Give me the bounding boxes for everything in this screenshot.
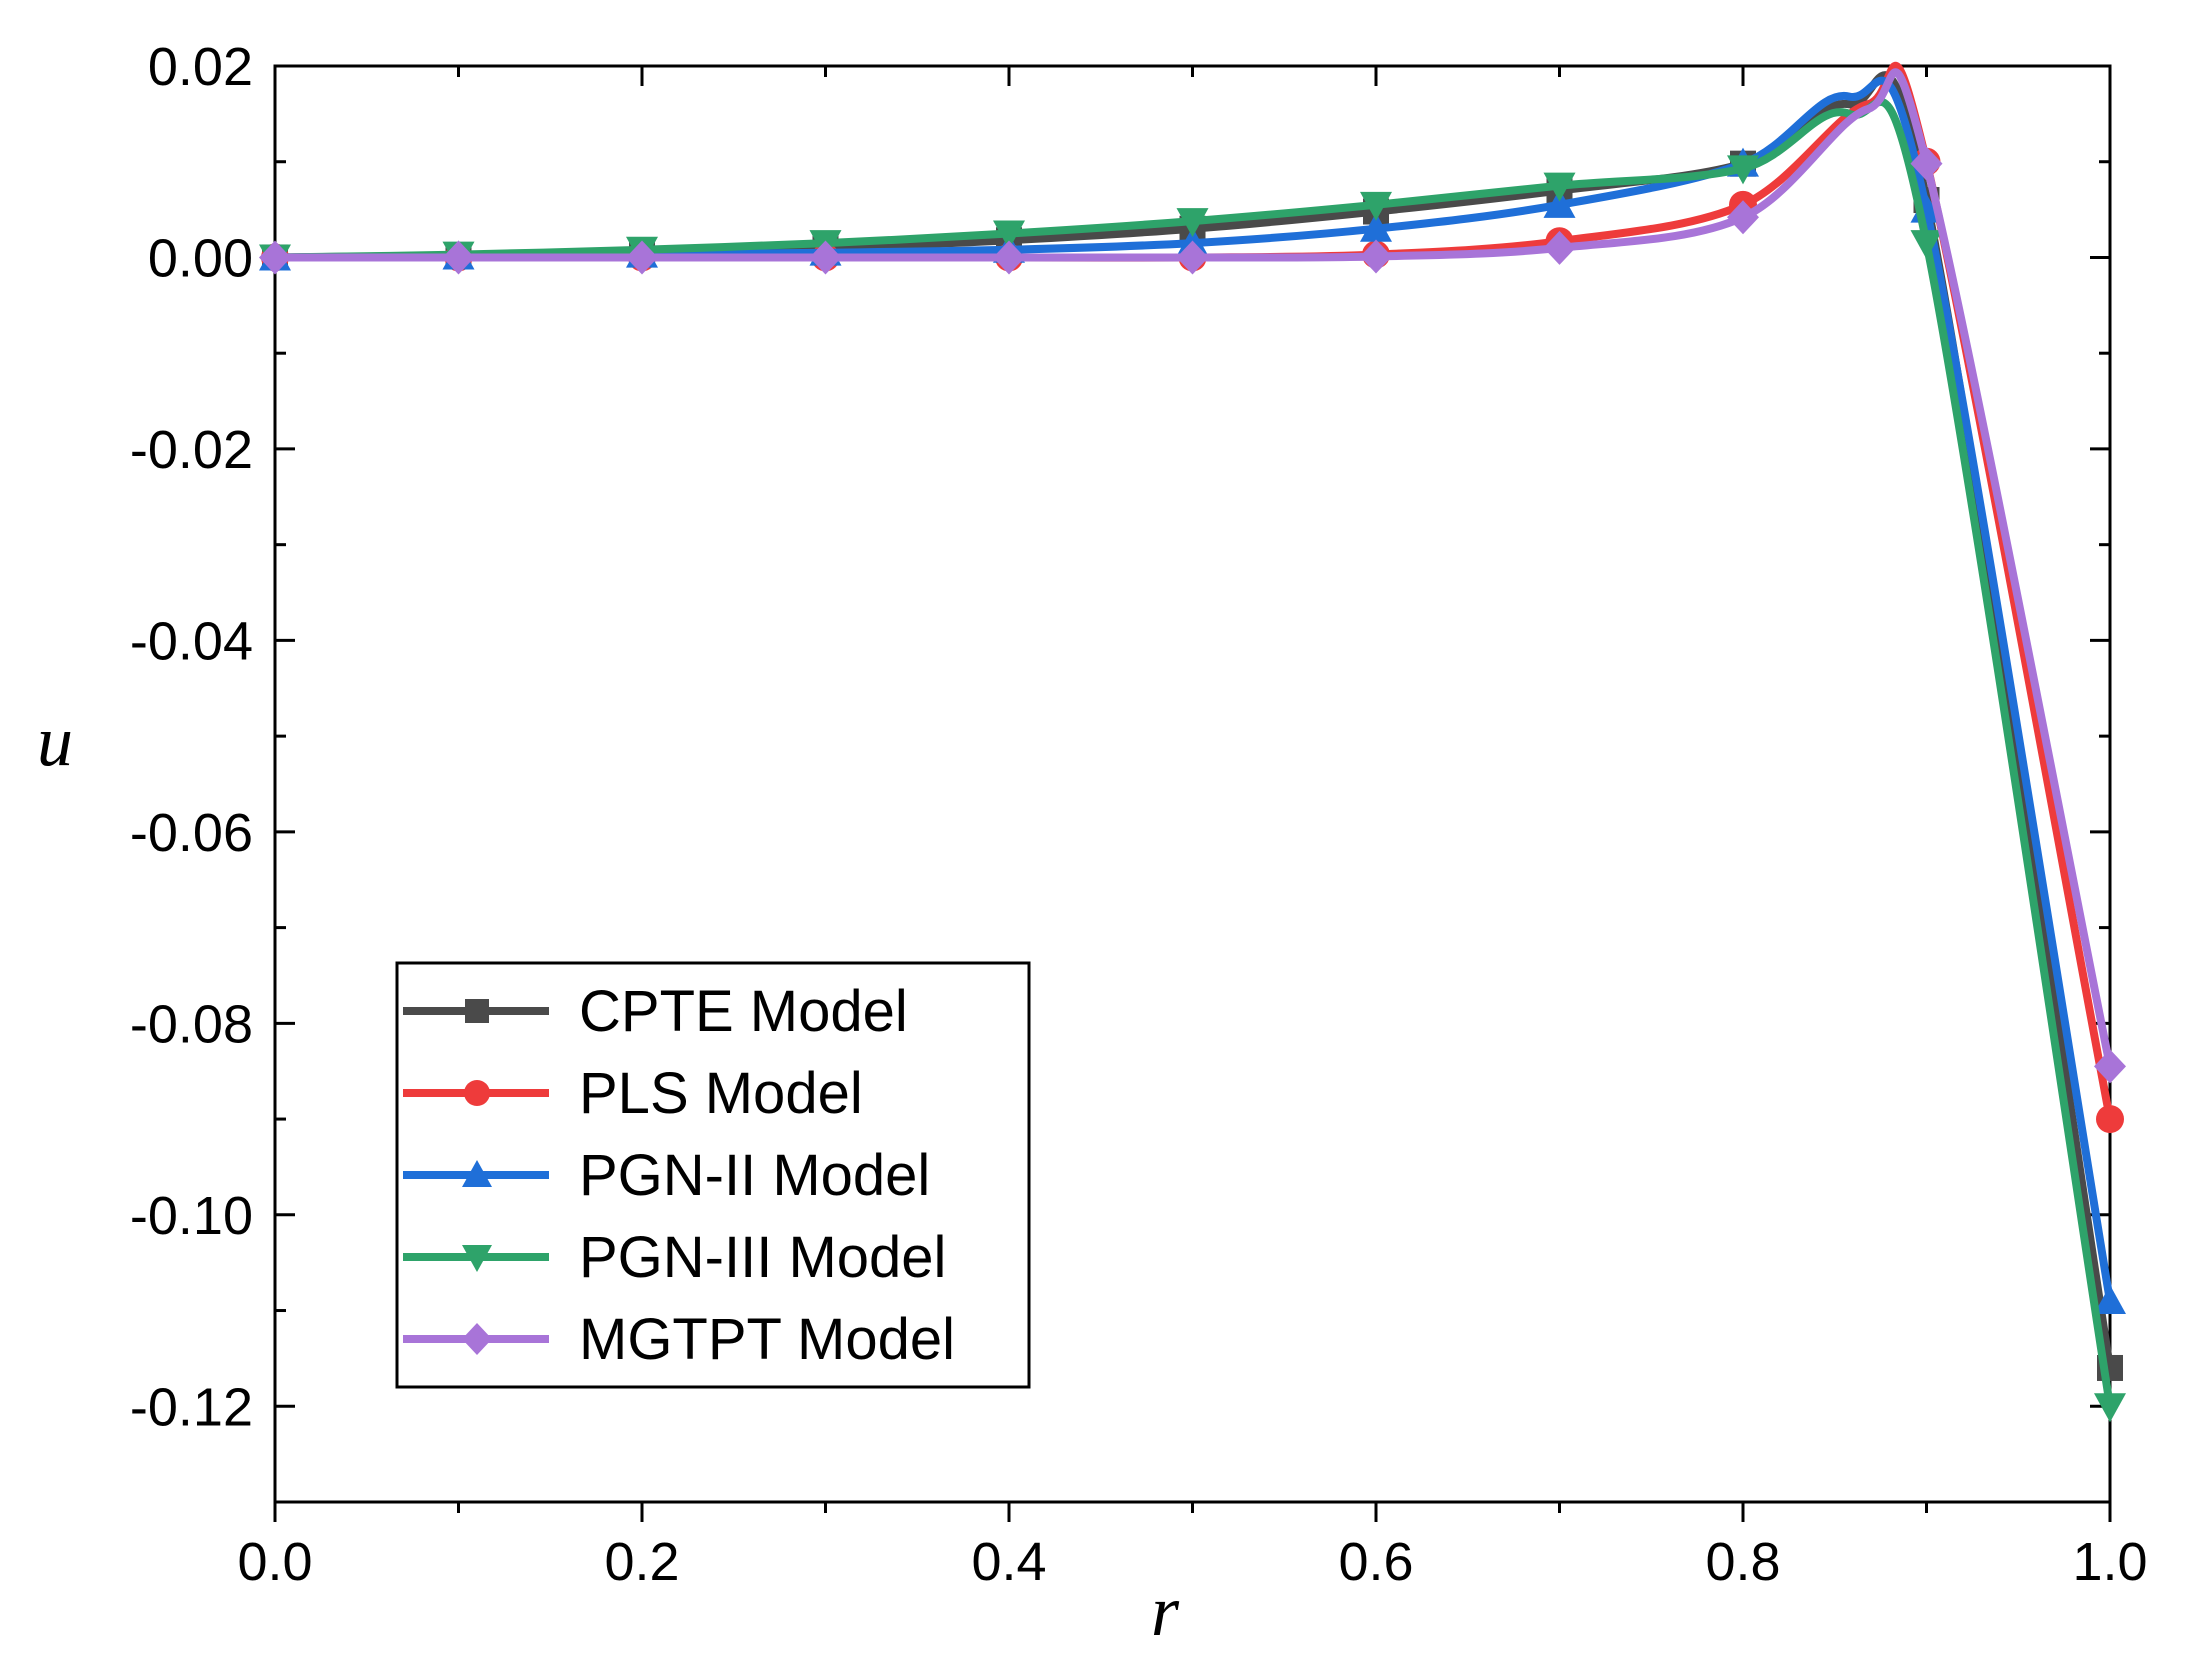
data-point-mgtpt-model [442, 240, 475, 275]
legend-label-pgn-iii-model: PGN-III Model [579, 1225, 946, 1290]
data-point-pgn-iii-model [993, 220, 1025, 250]
x-tick-label: 0.8 [1705, 1532, 1780, 1592]
legend: CPTE Model PLS Model PGN-II Model PGN-III M… [395, 961, 1031, 1389]
data-point-pls-model [2096, 1105, 2124, 1134]
legend-marker-cpte-model [465, 999, 489, 1023]
x-tick-label: 0.6 [1338, 1532, 1413, 1592]
data-point-mgtpt-model [626, 240, 658, 275]
legend-label-pgn-ii-model: PGN-II Model [579, 1143, 930, 1208]
y-tick-label: -0.06 [130, 803, 253, 863]
data-point-mgtpt-model [1176, 240, 1209, 275]
y-tick-label: -0.10 [130, 1186, 253, 1246]
data-point-pgn-iii-model [1360, 191, 1392, 221]
x-tick-label: 0.2 [604, 1532, 679, 1592]
data-point-pgn-iii-model [1910, 230, 1943, 260]
data-point-pgn-ii-model [1360, 212, 1392, 242]
legend-label-mgtpt-model: MGTPT Model [579, 1307, 955, 1372]
y-tick-label: 0.00 [148, 228, 253, 288]
data-point-mgtpt-model [993, 240, 1025, 275]
data-point-pgn-ii-model [2094, 1284, 2126, 1314]
y-tick-label: -0.08 [130, 994, 253, 1054]
y-axis-title: u [37, 701, 73, 781]
data-point-mgtpt-model [1360, 239, 1392, 274]
axes: 0.02 0.00 -0.02 -0.04 -0.06 -0.08 -0.10 -0.12 0.… [130, 37, 2148, 1592]
y-tick-label: -0.12 [130, 1377, 253, 1437]
series-mgtpt-model [259, 68, 2126, 1084]
y-tick-label: 0.02 [148, 37, 253, 97]
y-tick-label: -0.04 [130, 611, 253, 671]
data-point-mgtpt-model [1543, 230, 1576, 265]
x-tick-label: 0.0 [237, 1532, 312, 1592]
legend-marker-pls-model [464, 1080, 490, 1106]
legend-marker-pgn-iii-model [462, 1245, 492, 1272]
data-point-mgtpt-model [2094, 1049, 2126, 1084]
x-tick-label: 0.4 [971, 1532, 1046, 1592]
series-layer [259, 61, 2126, 1423]
data-point-mgtpt-model [809, 240, 842, 275]
legend-label-pls-model: PLS Model [579, 1061, 863, 1126]
data-point-mgtpt-model [259, 240, 291, 275]
data-point-mgtpt-model [1910, 146, 1943, 181]
data-point-pgn-iii-model [1727, 155, 1759, 185]
legend-marker-pgn-ii-model [462, 1160, 492, 1187]
x-axis-title: r [1151, 1571, 1180, 1651]
x-tick-label: 1.0 [2072, 1532, 2147, 1592]
data-point-pgn-ii-model [1543, 188, 1576, 218]
legend-label-cpte-model: CPTE Model [579, 979, 908, 1044]
data-point-pgn-iii-model [1176, 208, 1209, 238]
legend-marker-mgtpt-model [462, 1323, 492, 1355]
y-tick-label: -0.02 [130, 420, 253, 480]
data-point-pgn-iii-model [2094, 1393, 2126, 1423]
data-point-mgtpt-model [1727, 200, 1759, 235]
data-point-pgn-iii-model [1543, 172, 1576, 202]
